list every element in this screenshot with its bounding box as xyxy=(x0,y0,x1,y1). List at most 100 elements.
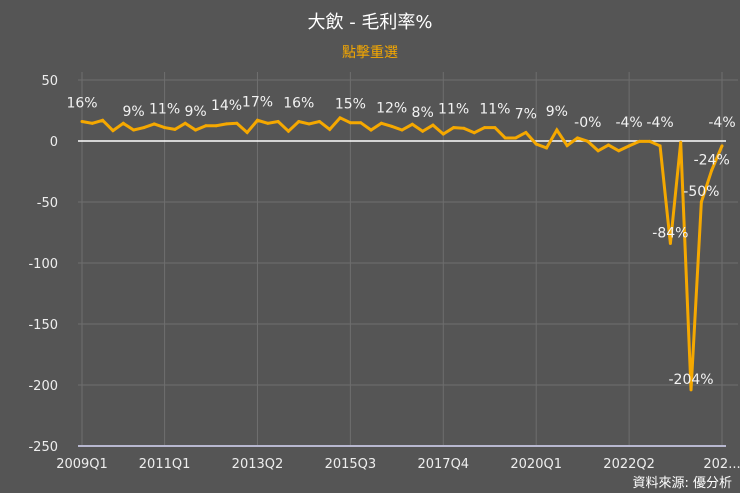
x-tick-label: 2009Q1 xyxy=(56,457,108,472)
data-point xyxy=(462,126,466,130)
data-point xyxy=(555,128,559,132)
data-label: 11% xyxy=(479,102,510,118)
data-point xyxy=(225,122,229,126)
data-point xyxy=(80,119,84,123)
data-point xyxy=(534,142,538,146)
data-point xyxy=(545,146,549,150)
data-label: 11% xyxy=(438,102,469,118)
data-point xyxy=(710,168,714,172)
data-point xyxy=(307,122,311,126)
data-point xyxy=(514,136,518,140)
data-point xyxy=(173,127,177,131)
data-point xyxy=(596,149,600,153)
data-label: 8% xyxy=(412,105,434,121)
data-point xyxy=(328,127,332,131)
data-point xyxy=(431,123,435,127)
y-tick-label: -100 xyxy=(28,257,58,272)
data-point xyxy=(152,122,156,126)
chart-title: 大飲 - 毛利率% xyxy=(307,12,433,33)
data-point xyxy=(379,121,383,125)
data-label: 9% xyxy=(546,104,568,120)
data-point xyxy=(317,119,321,123)
data-point xyxy=(338,116,342,120)
x-tick-label: 2020Q1 xyxy=(510,457,562,472)
x-tick-label: 2022Q2 xyxy=(603,457,655,472)
x-tick-label: 2013Q2 xyxy=(232,457,284,472)
data-point xyxy=(400,128,404,132)
data-label: 16% xyxy=(66,95,97,111)
x-tick-label: 2015Q3 xyxy=(325,457,377,472)
data-point xyxy=(493,126,497,130)
data-point xyxy=(699,200,703,204)
data-point xyxy=(679,140,683,144)
x-tick-label: 2017Q4 xyxy=(417,457,469,472)
data-point xyxy=(369,128,373,132)
data-point xyxy=(163,126,167,130)
data-point xyxy=(245,130,249,134)
data-point xyxy=(90,121,94,125)
y-tick-label: 50 xyxy=(41,74,58,89)
data-point xyxy=(142,126,146,130)
data-point xyxy=(204,124,208,128)
reselect-link[interactable]: 點擊重選 xyxy=(342,45,398,61)
data-point xyxy=(617,149,621,153)
data-label: 9% xyxy=(123,104,145,120)
data-label: -84% xyxy=(652,225,688,241)
data-point xyxy=(111,129,115,133)
data-label: -4% xyxy=(708,115,735,131)
data-point xyxy=(648,139,652,143)
data-point xyxy=(286,129,290,133)
data-point xyxy=(132,128,136,132)
data-point xyxy=(101,118,105,122)
x-tick-label: 202... xyxy=(703,457,740,472)
y-tick-label: -250 xyxy=(28,440,58,455)
data-point xyxy=(266,121,270,125)
data-label: 14% xyxy=(211,98,242,114)
data-point xyxy=(575,136,579,140)
data-point xyxy=(658,144,662,148)
data-point xyxy=(276,119,280,123)
data-label: -24% xyxy=(694,152,730,168)
data-point xyxy=(565,144,569,148)
data-point xyxy=(668,241,672,245)
data-point xyxy=(183,121,187,125)
data-label: 16% xyxy=(283,95,314,111)
data-label: -0% xyxy=(574,115,601,131)
data-label: 11% xyxy=(149,102,180,118)
y-tick-label: -200 xyxy=(28,379,58,394)
series-line xyxy=(81,115,724,390)
data-point xyxy=(297,119,301,123)
data-label: -4% xyxy=(615,115,642,131)
data-point xyxy=(606,143,610,147)
data-point xyxy=(637,139,641,143)
data-label: -50% xyxy=(683,184,719,200)
data-point xyxy=(503,136,507,140)
data-label: 15% xyxy=(335,97,366,113)
y-tick-label: -150 xyxy=(28,318,58,333)
data-label: 9% xyxy=(184,104,206,120)
data-point xyxy=(627,144,631,148)
data-label: 12% xyxy=(376,100,407,116)
data-point xyxy=(720,144,724,148)
data-point xyxy=(214,124,218,128)
data-label: -4% xyxy=(646,115,673,131)
y-tick-label: 0 xyxy=(50,135,58,150)
data-point xyxy=(441,132,445,136)
data-point xyxy=(472,131,476,135)
data-label: -204% xyxy=(668,372,713,388)
data-label: 17% xyxy=(242,94,273,110)
y-tick-label: -50 xyxy=(37,196,58,211)
data-label: 7% xyxy=(515,106,537,122)
data-point xyxy=(235,121,239,125)
data-point xyxy=(452,126,456,130)
data-point xyxy=(524,130,528,134)
x-tick-label: 2011Q1 xyxy=(139,457,191,472)
data-point xyxy=(121,121,125,125)
data-point xyxy=(390,124,394,128)
data-point xyxy=(194,128,198,132)
data-point xyxy=(359,121,363,125)
data-point xyxy=(348,121,352,125)
data-source: 資料來源: 優分析 xyxy=(632,476,732,491)
data-point xyxy=(421,129,425,133)
